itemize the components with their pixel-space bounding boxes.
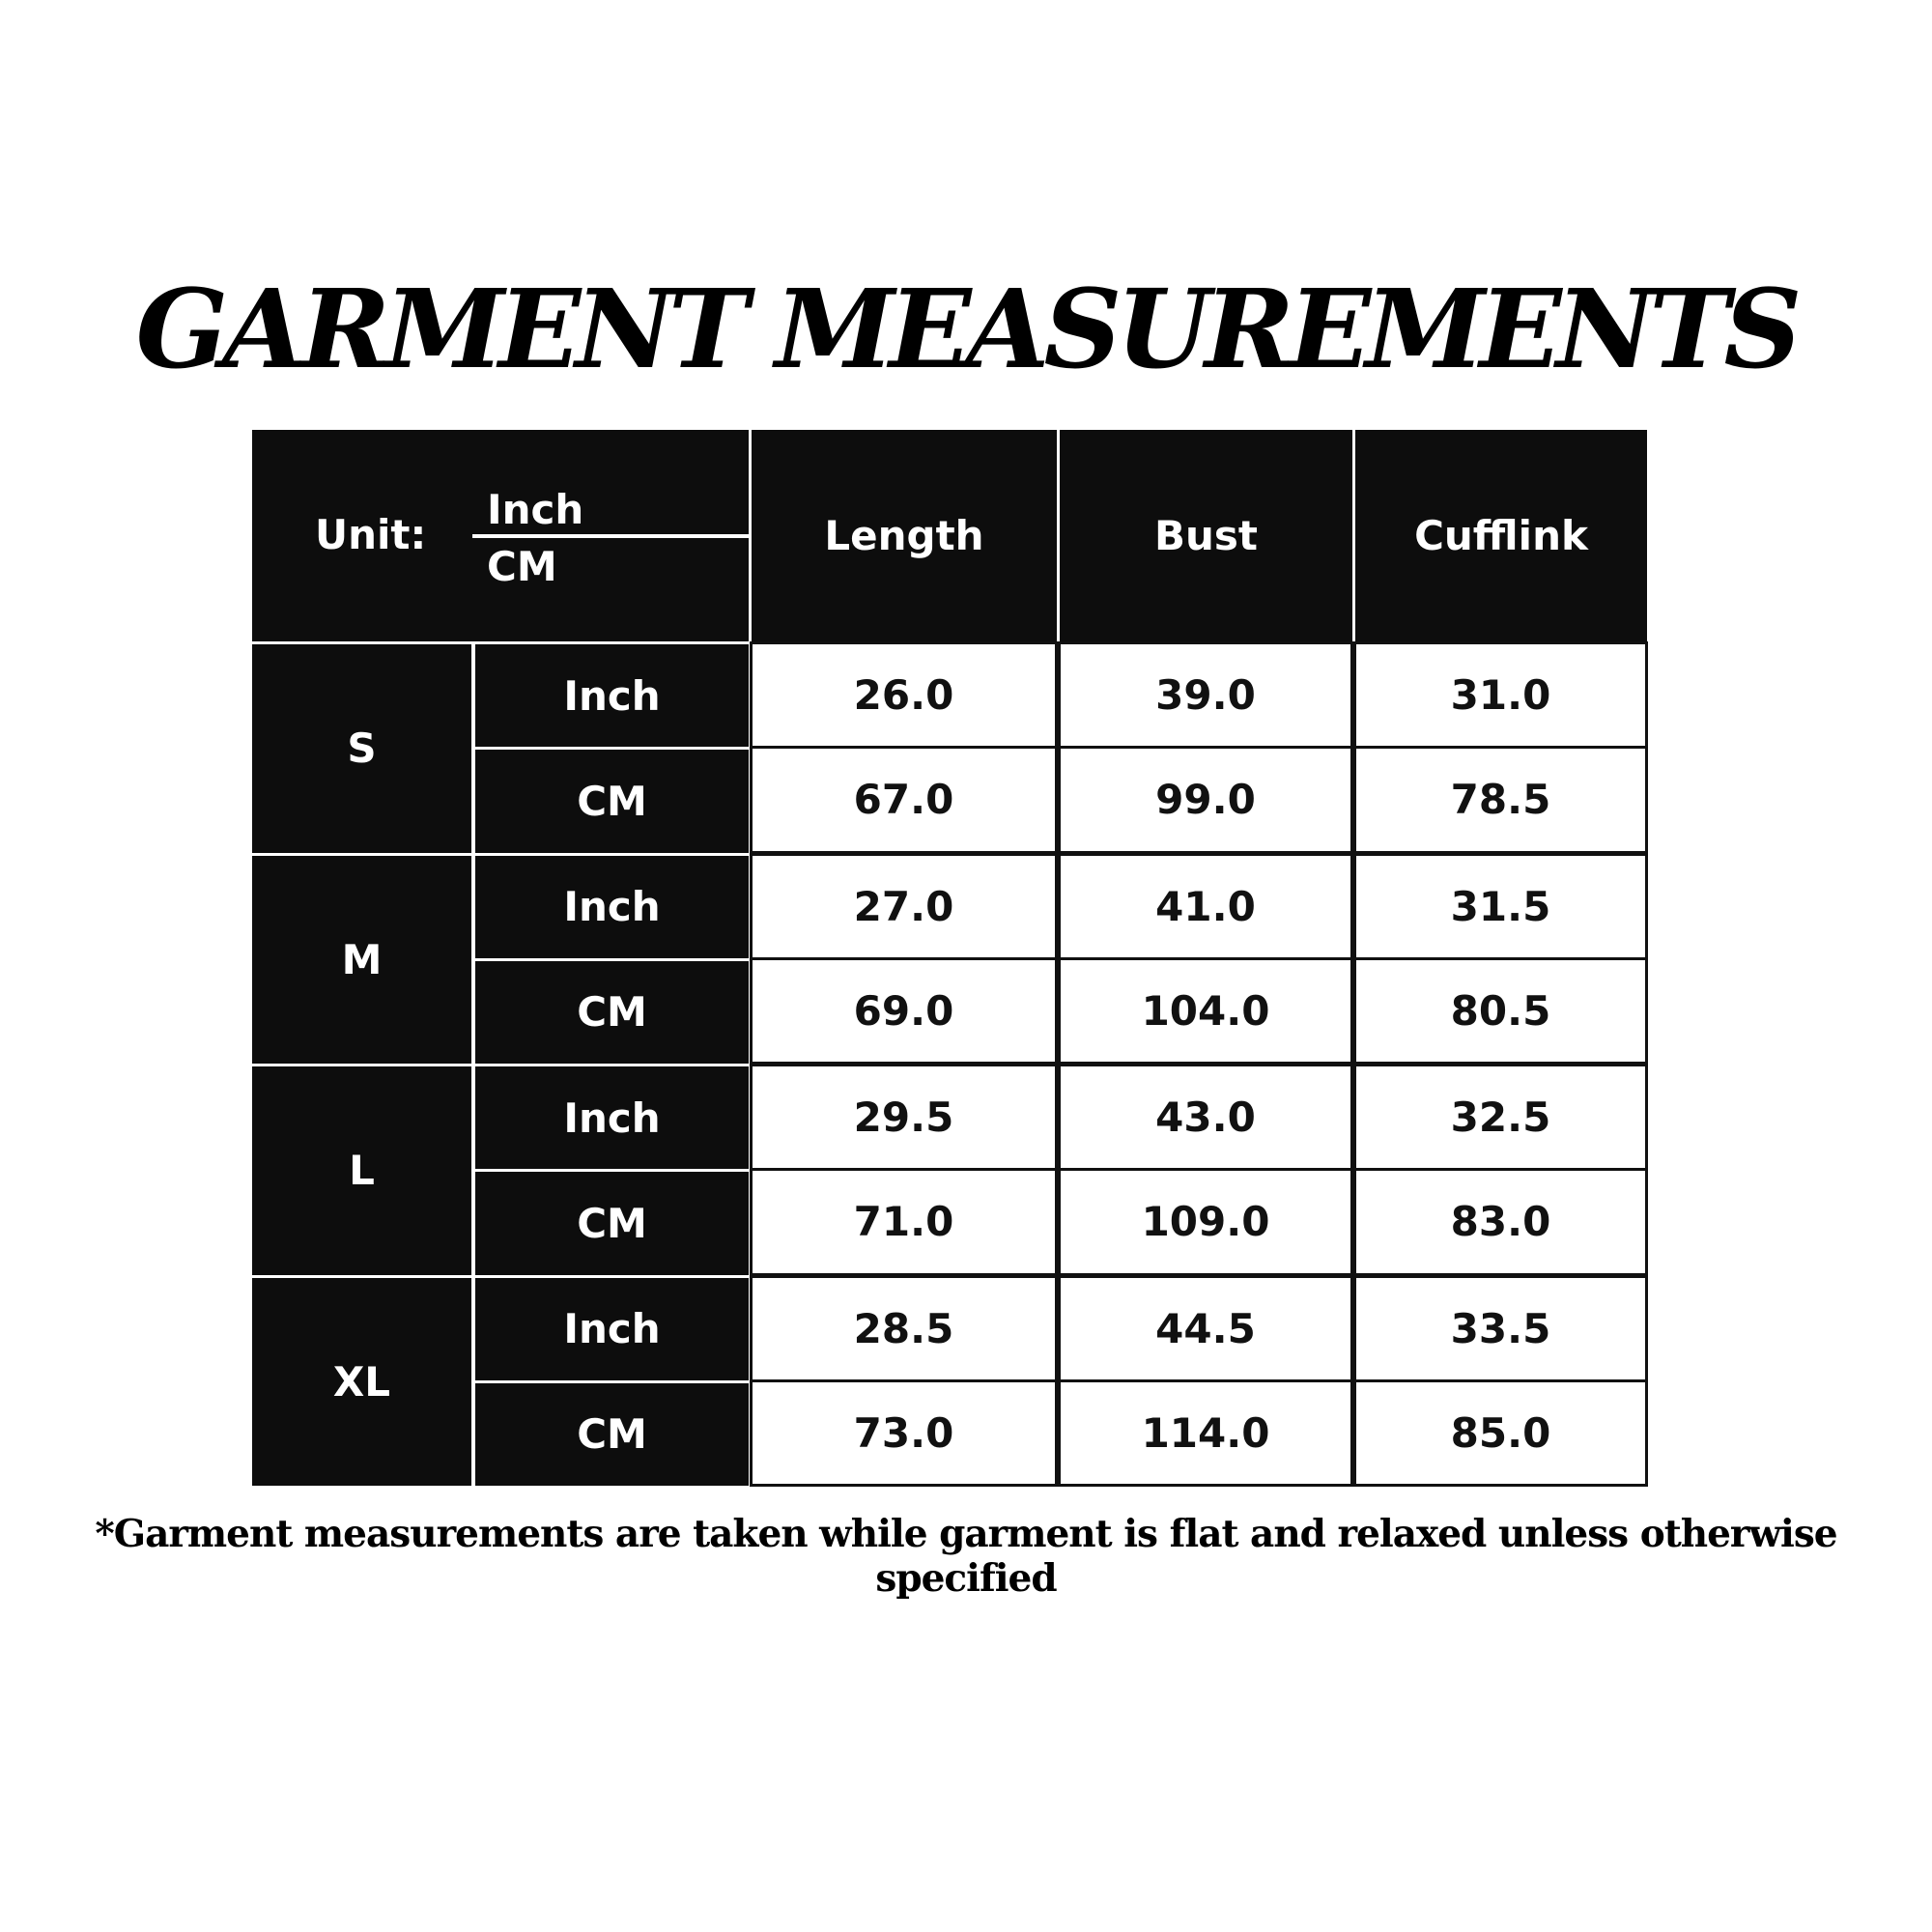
unit-inch-label: Inch [487,486,584,533]
value-cell: 99.0 [1058,746,1353,854]
value-cell: 33.5 [1353,1274,1648,1382]
value-cell: 41.0 [1058,852,1353,960]
value-cell: 69.0 [750,956,1058,1065]
unit-cell: CM [475,750,749,853]
value-cell: 31.5 [1353,852,1648,960]
value-cell: 28.5 [750,1274,1058,1382]
unit-cell: CM [475,1172,749,1275]
value-cell: 27.0 [750,852,1058,960]
unit-divider [472,534,749,538]
value-cell: 71.0 [750,1168,1058,1276]
column-header-bust: Bust [1060,430,1352,641]
size-label-cell: XL [252,1277,471,1486]
value-cell: 67.0 [750,746,1058,854]
unit-header-cell: Unit: Inch CM [252,430,749,641]
size-label-cell: M [252,855,471,1064]
unit-cell: Inch [475,644,749,748]
value-cell: 83.0 [1353,1168,1648,1276]
value-cell: 44.5 [1058,1274,1353,1382]
value-cell: 104.0 [1058,956,1353,1065]
value-cell: 43.0 [1058,1064,1353,1172]
value-cell: 39.0 [1058,641,1353,750]
column-header-length: Length [752,430,1057,641]
column-header-cufflink: Cufflink [1355,430,1647,641]
value-cell: 80.5 [1353,956,1648,1065]
footnote: *Garment measurements are taken while ga… [95,1512,1837,1601]
unit-cell: Inch [475,855,749,958]
value-cell: 73.0 [750,1378,1058,1487]
value-cell: 78.5 [1353,746,1648,854]
value-cell: 114.0 [1058,1378,1353,1487]
value-cell: 109.0 [1058,1168,1353,1276]
unit-cell: Inch [475,1066,749,1170]
value-cell: 31.0 [1353,641,1648,750]
value-cell: 85.0 [1353,1378,1648,1487]
page-title: GARMENT MEASUREMENTS [135,267,1803,393]
value-cell: 29.5 [750,1064,1058,1172]
size-label-cell: S [252,644,471,853]
size-label-cell: L [252,1066,471,1275]
unit-cm-label: CM [487,543,557,590]
size-chart-table: Unit: Inch CM Length Bust Cufflink S Inch 26.… [252,430,1648,1487]
unit-label: Unit: [315,511,427,558]
unit-cell: Inch [475,1277,749,1380]
unit-cell: CM [475,960,749,1064]
value-cell: 32.5 [1353,1064,1648,1172]
unit-cell: CM [475,1382,749,1486]
value-cell: 26.0 [750,641,1058,750]
